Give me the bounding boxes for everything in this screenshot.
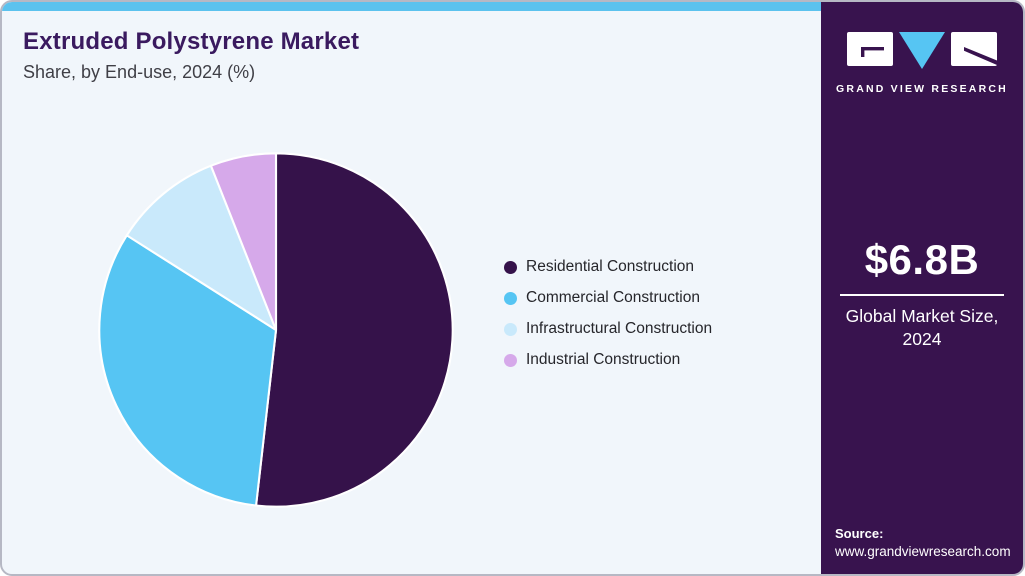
legend-dot-commercial bbox=[504, 291, 517, 305]
source-url-link[interactable]: www.grandviewresearch.com bbox=[835, 544, 1011, 559]
page-title: Extruded Polystyrene Market bbox=[23, 28, 360, 55]
legend-label: Infrastructural Construction bbox=[526, 320, 713, 337]
legend-dot-residential bbox=[504, 260, 517, 274]
header: Extruded Polystyrene Market Share, by En… bbox=[23, 28, 359, 83]
market-size-label: Global Market Size, 2024 bbox=[845, 306, 999, 349]
legend-item-commercial: Commercial Construction bbox=[504, 289, 712, 307]
legend-item-industrial: Industrial Construction bbox=[504, 351, 712, 369]
legend-dot-industrial bbox=[504, 353, 517, 367]
pie-chart-container bbox=[86, 140, 466, 520]
chart-legend: Residential Construction Commercial Cons… bbox=[504, 258, 712, 369]
brand-logo: GRAND VIEW RESEARCH bbox=[821, 29, 1023, 95]
top-accent-bar bbox=[2, 2, 821, 11]
legend-label: Industrial Construction bbox=[526, 351, 681, 368]
pie-slice-3 bbox=[209, 152, 278, 332]
page-subtitle: Share, by End-use, 2024 (%) bbox=[23, 62, 256, 82]
market-size-divider bbox=[840, 294, 1004, 296]
legend-dot-infrastructural bbox=[504, 322, 517, 336]
legend-item-infrastructural: Infrastructural Construction bbox=[504, 320, 712, 338]
market-size-value: $6.8B bbox=[864, 236, 980, 283]
pie-slice-2 bbox=[125, 164, 278, 332]
legend-label: Residential Construction bbox=[526, 258, 695, 275]
source-label: Source: bbox=[835, 526, 884, 541]
pie-chart bbox=[98, 152, 454, 508]
market-size-block: $6.8B Global Market Size, 2024 bbox=[821, 236, 1023, 351]
brand-sidebar: GRAND VIEW RESEARCH $6.8B Global Market … bbox=[821, 2, 1023, 574]
brand-wordmark: GRAND VIEW RESEARCH bbox=[836, 83, 1008, 95]
legend-label: Commercial Construction bbox=[526, 289, 700, 306]
source-block: Source: www.grandviewresearch.com bbox=[835, 526, 1011, 559]
pie-slice-0 bbox=[255, 152, 454, 508]
gvr-logo-icon bbox=[847, 32, 997, 69]
legend-item-residential: Residential Construction bbox=[504, 258, 712, 276]
